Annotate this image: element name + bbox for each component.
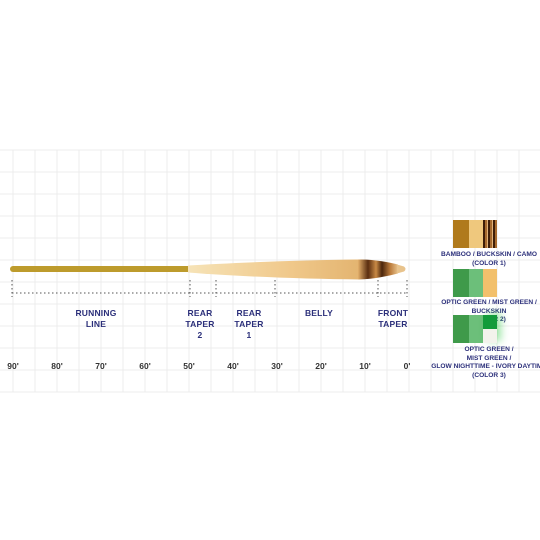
label-rear-taper-1: REAR TAPER 1: [234, 308, 264, 340]
swatch-optic-green-3: [453, 315, 469, 343]
running-line-section: [10, 266, 192, 272]
axis-tick: 20': [315, 361, 327, 371]
axis-tick: 80': [51, 361, 63, 371]
legend-caption-color-1: BAMBOO / BUCKSKIN / CAMO (COLOR 1): [441, 251, 537, 267]
swatch-buckskin: [469, 220, 483, 248]
section-markers: [11, 280, 408, 297]
swatch-mist-green-3: [469, 315, 483, 343]
line-tip: [397, 264, 406, 274]
axis-tick: 90': [7, 361, 19, 371]
label-front-taper: FRONT TAPER: [377, 308, 409, 329]
swatch-mist-green: [469, 269, 483, 297]
swatch-optic-green: [453, 269, 469, 297]
axis-tick: 0': [403, 361, 411, 371]
swatch-glow-ivory: [483, 315, 497, 343]
axis-tick: 50': [183, 361, 195, 371]
swatch-buckskin-2: [483, 269, 497, 297]
axis-tick: 70': [95, 361, 107, 371]
front-taper-section: [358, 259, 398, 280]
axis-tick: 60': [139, 361, 151, 371]
swatch-bamboo: [453, 220, 469, 248]
axis-tick: 30': [271, 361, 283, 371]
label-rear-taper-2: REAR TAPER 2: [185, 308, 215, 340]
legend-caption-color-3: OPTIC GREEN / MIST GREEN / GLOW NIGHTTIME …: [431, 346, 540, 379]
label-belly: BELLY: [304, 308, 334, 318]
fly-line: [10, 259, 406, 280]
axis-tick: 10': [359, 361, 371, 371]
swatch-camo: [483, 220, 497, 248]
taper-and-belly-section: [188, 259, 360, 280]
axis-tick: 40': [227, 361, 239, 371]
label-running-line: RUNNING LINE: [75, 308, 117, 329]
